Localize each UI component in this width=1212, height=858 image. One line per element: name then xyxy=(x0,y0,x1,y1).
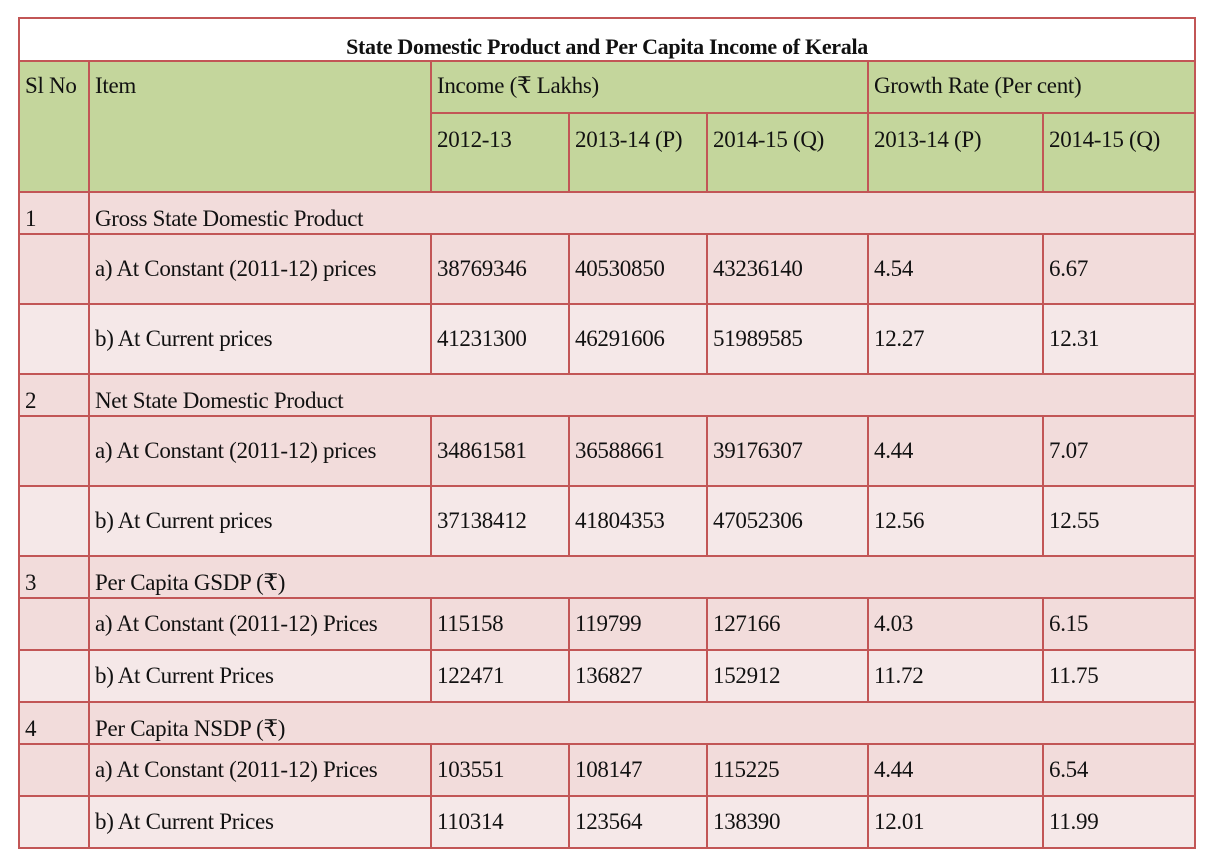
item-cell: b) At Current prices xyxy=(88,485,432,557)
growth-rate-cell: 7.07 xyxy=(1041,415,1197,487)
header-income-year: 2012-13 xyxy=(430,112,570,193)
sl-no-cell xyxy=(18,485,90,557)
growth-rate-cell: 4.54 xyxy=(867,233,1044,305)
table-row: a) At Constant (2011-12) prices 38769346 4… xyxy=(18,233,1197,305)
item-cell: a) At Constant (2011-12) Prices xyxy=(88,743,432,797)
item-cell: a) At Constant (2011-12) prices xyxy=(88,415,432,487)
header-income-year: 2013-14 (P) xyxy=(568,112,708,193)
item-cell: a) At Constant (2011-12) prices xyxy=(88,233,432,305)
table-row: a) At Constant (2011-12) prices 34861581 3… xyxy=(18,415,1197,487)
growth-rate-cell: 6.67 xyxy=(1041,233,1197,305)
sl-no-cell: 2 xyxy=(18,373,90,417)
sl-no-cell xyxy=(18,303,90,375)
income-value-cell: 122471 xyxy=(430,649,570,703)
income-value-cell: 43236140 xyxy=(706,233,869,305)
growth-rate-cell: 6.15 xyxy=(1041,597,1197,651)
header-income-year: 2014-15 (Q) xyxy=(706,112,869,193)
item-cell: b) At Current prices xyxy=(88,303,432,375)
header-row-2: 2012-13 2013-14 (P) 2014-15 (Q) 2013-14 … xyxy=(19,112,1197,193)
growth-rate-cell: 11.72 xyxy=(867,649,1044,703)
header-growth-year: 2014-15 (Q) xyxy=(1041,112,1197,193)
section-title-cell: Per Capita NSDP (₹) xyxy=(87,701,1197,745)
growth-rate-cell: 12.31 xyxy=(1041,303,1197,375)
income-value-cell: 119799 xyxy=(568,597,708,651)
section-row: 1 Gross State Domestic Product xyxy=(18,191,1197,235)
income-value-cell: 115158 xyxy=(430,597,570,651)
kerala-income-table: State Domestic Product and Per Capita In… xyxy=(17,17,1197,849)
sl-no-cell xyxy=(18,597,90,651)
header-growth-group: Growth Rate (Per cent) xyxy=(866,60,1197,114)
table-row: b) At Current prices 41231300 46291606 5198… xyxy=(18,303,1197,375)
income-value-cell: 51989585 xyxy=(706,303,869,375)
income-value-cell: 41804353 xyxy=(568,485,708,557)
table-title: State Domestic Product and Per Capita In… xyxy=(17,17,1197,62)
income-value-cell: 108147 xyxy=(568,743,708,797)
table-row: b) At Current Prices 110314 123564 138390 12… xyxy=(18,795,1197,849)
growth-rate-cell: 4.03 xyxy=(867,597,1044,651)
item-cell: a) At Constant (2011-12) Prices xyxy=(88,597,432,651)
header-sl-no: Sl No xyxy=(18,60,90,193)
income-value-cell: 47052306 xyxy=(706,485,869,557)
table-row: a) At Constant (2011-12) Prices 103551 108… xyxy=(18,743,1197,797)
section-row: 2 Net State Domestic Product xyxy=(18,373,1197,417)
item-cell: b) At Current Prices xyxy=(88,795,432,849)
income-value-cell: 37138412 xyxy=(430,485,570,557)
table-row: a) At Constant (2011-12) Prices 115158 119… xyxy=(18,597,1197,651)
income-value-cell: 123564 xyxy=(568,795,708,849)
section-row: 4 Per Capita NSDP (₹) xyxy=(18,701,1197,745)
section-title-cell: Per Capita GSDP (₹) xyxy=(87,555,1197,599)
income-value-cell: 115225 xyxy=(706,743,869,797)
section-row: 3 Per Capita GSDP (₹) xyxy=(18,555,1197,599)
growth-rate-cell: 11.75 xyxy=(1041,649,1197,703)
sl-no-cell xyxy=(18,233,90,305)
growth-rate-cell: 12.56 xyxy=(867,485,1044,557)
income-value-cell: 41231300 xyxy=(430,303,570,375)
income-value-cell: 40530850 xyxy=(568,233,708,305)
growth-rate-cell: 12.55 xyxy=(1041,485,1197,557)
header-growth-year: 2013-14 (P) xyxy=(867,112,1044,193)
section-title-cell: Gross State Domestic Product xyxy=(87,191,1197,235)
table-body: State Domestic Product and Per Capita In… xyxy=(17,17,1197,849)
income-value-cell: 138390 xyxy=(706,795,869,849)
income-value-cell: 36588661 xyxy=(568,415,708,487)
item-cell: b) At Current Prices xyxy=(88,649,432,703)
table-row: b) At Current prices 37138412 41804353 4705… xyxy=(18,485,1197,557)
sl-no-cell: 3 xyxy=(18,555,90,599)
sl-no-cell xyxy=(18,649,90,703)
income-value-cell: 152912 xyxy=(706,649,869,703)
header-income-group: Income (₹ Lakhs) xyxy=(430,60,869,114)
income-value-cell: 136827 xyxy=(568,649,708,703)
sl-no-cell xyxy=(18,415,90,487)
income-value-cell: 110314 xyxy=(430,795,570,849)
income-value-cell: 39176307 xyxy=(706,415,869,487)
title-row: State Domestic Product and Per Capita In… xyxy=(17,17,1197,62)
sl-no-cell xyxy=(18,743,90,797)
growth-rate-cell: 6.54 xyxy=(1041,743,1197,797)
income-value-cell: 34861581 xyxy=(430,415,570,487)
growth-rate-cell: 4.44 xyxy=(867,415,1044,487)
growth-rate-cell: 12.27 xyxy=(867,303,1044,375)
sl-no-cell: 4 xyxy=(18,701,90,745)
sl-no-cell: 1 xyxy=(18,191,90,235)
section-title-cell: Net State Domestic Product xyxy=(87,373,1197,417)
header-row-1: Sl No Item Income (₹ Lakhs) Growth Rate … xyxy=(18,60,1197,193)
growth-rate-cell: 12.01 xyxy=(867,795,1044,849)
income-value-cell: 38769346 xyxy=(430,233,570,305)
growth-rate-cell: 4.44 xyxy=(867,743,1044,797)
sl-no-cell xyxy=(18,795,90,849)
table-row: b) At Current Prices 122471 136827 152912 11… xyxy=(18,649,1197,703)
income-value-cell: 103551 xyxy=(430,743,570,797)
header-item: Item xyxy=(88,60,432,193)
income-value-cell: 127166 xyxy=(706,597,869,651)
income-value-cell: 46291606 xyxy=(568,303,708,375)
growth-rate-cell: 11.99 xyxy=(1041,795,1197,849)
